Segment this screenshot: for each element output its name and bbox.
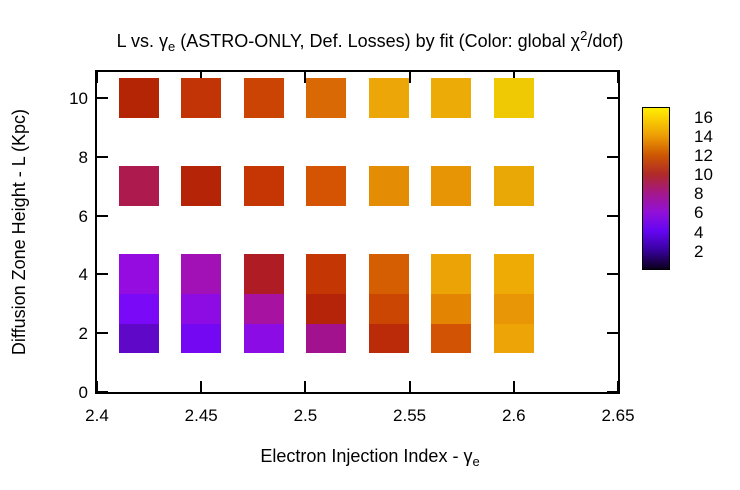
colorbar-tick-label: 2 [694, 241, 704, 261]
heatmap-cell [368, 166, 409, 207]
colorbar-tick-label: 12 [694, 145, 713, 165]
colorbar-tick-label: 6 [694, 203, 704, 223]
label-fragment: L vs. [116, 31, 159, 51]
y-tick [97, 97, 108, 99]
heatmap-cell [368, 254, 409, 295]
y-tick-mirror [607, 332, 618, 335]
x-tick-label: 2.65 [601, 406, 635, 425]
x-tick [408, 381, 411, 392]
heatmap-cell [243, 254, 284, 295]
x-tick-label: 2.55 [393, 406, 427, 425]
y-tick [97, 214, 108, 217]
x-tick [512, 381, 515, 392]
heatmap-cell [181, 166, 222, 207]
x-axis-label: Electron Injection Index - γe [0, 446, 740, 469]
heatmap-cell [306, 78, 347, 118]
plot-area [95, 70, 620, 394]
x-tick [304, 381, 307, 392]
y-tick [97, 332, 108, 335]
x-tick-mirror [96, 72, 98, 83]
chart-title: L vs. γe (ASTRO-ONLY, Def. Losses) by fi… [0, 28, 740, 54]
x-tick-mirror [304, 72, 307, 83]
x-tick-mirror [200, 72, 203, 83]
x-tick-mirror [617, 72, 619, 83]
label-fragment: e [167, 39, 176, 54]
colorbar-tick-label: 14 [694, 126, 713, 146]
heatmap-cell [493, 254, 534, 295]
y-tick-mirror [607, 155, 618, 158]
heatmap-cell [493, 78, 534, 118]
y-tick-mirror [607, 273, 618, 276]
y-tick-label: 10 [69, 89, 88, 108]
y-tick [97, 273, 108, 276]
y-axis-label: Diffusion Zone Height - L (Kpc) [9, 108, 29, 356]
colorbar-gradient [642, 107, 670, 270]
heatmap-cell [306, 166, 347, 207]
heatmap-cell [181, 78, 222, 118]
heatmap-cell [368, 78, 409, 118]
label-fragment: γ [463, 446, 473, 466]
y-tick-label: 4 [78, 265, 88, 285]
label-fragment: /dof) [587, 31, 624, 51]
x-tick-label: 2.5 [293, 406, 318, 425]
y-tick-mirror [607, 391, 618, 393]
colorbar-tick-label: 10 [694, 165, 713, 185]
heatmap-cell [118, 254, 159, 295]
y-tick-label: 6 [78, 206, 88, 226]
heatmap-cell [243, 78, 284, 118]
x-tick-mirror [408, 72, 411, 83]
x-tick-label: 2.45 [184, 406, 218, 425]
x-tick [617, 381, 619, 392]
colorbar-tick-label: 16 [694, 107, 713, 127]
heatmap-cell [118, 166, 159, 207]
label-fragment: γ [158, 31, 168, 51]
y-tick-mirror [607, 214, 618, 217]
heatmap-cell [431, 254, 472, 295]
heatmap-cell [493, 166, 534, 207]
label-fragment: (ASTRO-ONLY, Def. Losses) by fit (Color:… [175, 31, 571, 51]
heatmap-cell [306, 254, 347, 295]
y-tick-label: 0 [78, 383, 88, 402]
x-tick-label: 2.4 [85, 406, 109, 425]
y-tick-label: 8 [78, 147, 88, 167]
y-tick-label: 2 [78, 324, 88, 344]
heatmap-cell [181, 254, 222, 295]
colorbar-tick-label: 4 [694, 222, 704, 242]
y-tick [97, 155, 108, 158]
label-fragment: Electron Injection Index - [260, 446, 464, 466]
label-fragment: χ [570, 31, 581, 51]
y-tick-mirror [607, 97, 618, 99]
colorbar-tick-label: 8 [694, 184, 704, 204]
x-tick [200, 381, 203, 392]
x-tick-mirror [512, 72, 515, 83]
heatmap-cell [431, 166, 472, 207]
x-tick [96, 381, 98, 392]
heatmap-cell [431, 78, 472, 118]
heatmap-cell [118, 78, 159, 118]
x-tick-label: 2.6 [501, 406, 526, 425]
label-fragment: e [472, 454, 480, 469]
y-tick [97, 391, 108, 393]
label-fragment: 2 [580, 28, 588, 43]
heatmap-cell [243, 166, 284, 207]
